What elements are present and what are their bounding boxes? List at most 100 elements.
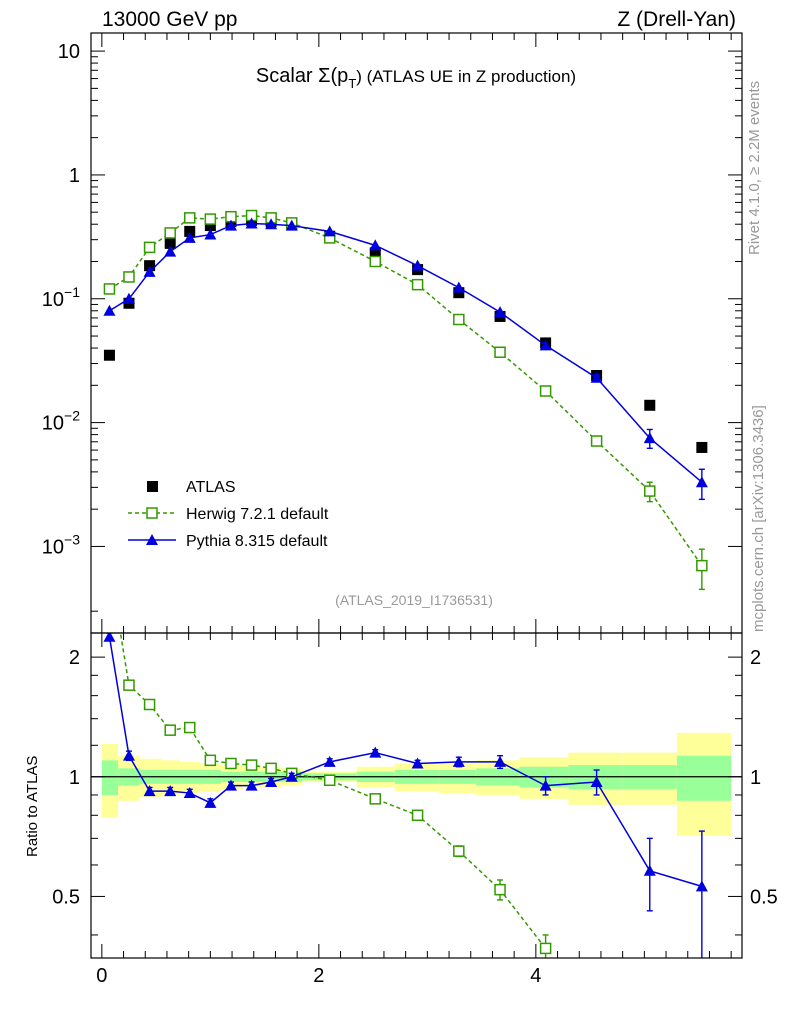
- ratio-point-pythia: [590, 776, 603, 788]
- data-point-atlas: [184, 225, 196, 237]
- data-point-atlas: [453, 287, 465, 299]
- legend-marker-atlas: [147, 481, 158, 492]
- ratio-point-pythia: [323, 755, 336, 767]
- ratio-point-herwig: [539, 942, 552, 955]
- x-tick-label: 0: [96, 965, 107, 987]
- legend-label-herwig: Herwig 7.2.1 default: [186, 506, 329, 523]
- data-point-pythia: [494, 306, 507, 318]
- ratio-point-pythia: [265, 776, 278, 788]
- y-tick-label-base: 10: [42, 536, 64, 558]
- data-point-herwig: [103, 283, 116, 295]
- data-point-herwig: [164, 227, 176, 239]
- ratio-point-pythia: [122, 749, 135, 761]
- plot-title-prefix: Scalar Σ(p: [256, 65, 348, 87]
- data-point-herwig: [453, 313, 465, 326]
- data-point-atlas: [204, 220, 216, 232]
- ratio-point-pythia: [164, 785, 177, 797]
- data-point-pythia: [323, 225, 336, 237]
- data-point-herwig: [123, 271, 135, 283]
- y-tick-label: 10−2: [42, 408, 80, 435]
- ratio-point-herwig: [265, 762, 277, 775]
- ratio-point-herwig: [411, 809, 424, 822]
- ratio-point-pythia: [695, 880, 708, 892]
- ratio-point-pythia: [143, 785, 156, 797]
- analysis-tag: (ATLAS_2019_I1736531): [335, 592, 493, 608]
- ratio-point-pythia: [204, 796, 217, 808]
- y-tick-label: 10−3: [42, 531, 80, 558]
- plot-title-suffix: ) (ATLAS UE in Z production): [356, 67, 576, 86]
- ratio-line-herwig: [119, 633, 547, 949]
- data-point-atlas: [144, 260, 156, 272]
- ratio-point-herwig: [225, 757, 237, 770]
- y-tick-label: 10: [58, 41, 80, 63]
- main-plot-area: [103, 209, 708, 591]
- energy-label: 13000 GeV pp: [102, 8, 237, 31]
- data-point-herwig: [369, 255, 382, 268]
- x-tick-label: 4: [530, 965, 541, 987]
- data-point-atlas: [164, 237, 176, 249]
- data-point-atlas: [369, 247, 381, 259]
- ratio-y-tick-label-right: 1: [750, 767, 761, 789]
- data-point-herwig: [644, 485, 656, 497]
- ratio-point-pythia: [224, 779, 237, 791]
- ratio-point-herwig: [164, 724, 176, 736]
- y-tick-label-exponent: −3: [64, 531, 80, 547]
- data-point-herwig: [204, 213, 217, 225]
- ratio-point-pythia: [411, 757, 424, 769]
- legend-label-pythia: Pythia 8.315 default: [186, 533, 328, 550]
- data-point-herwig: [590, 435, 603, 447]
- rivet-label: Rivet 4.1.0, ≥ 2.2M events: [746, 81, 763, 255]
- ratio-y-tick-label-right: 0.5: [750, 886, 778, 908]
- data-point-atlas: [103, 349, 115, 361]
- data-point-pythia: [245, 217, 258, 229]
- data-point-pythia: [265, 218, 278, 230]
- ratio-point-pythia: [452, 755, 465, 767]
- plot-title-subscript: T: [348, 76, 356, 91]
- ratio-point-pythia: [245, 779, 258, 791]
- data-point-herwig: [539, 385, 552, 397]
- ratio-plot-frame: [90, 632, 743, 959]
- plot-title: Scalar Σ(pT) (ATLAS UE in Z production): [256, 65, 576, 91]
- y-tick-label-exponent: −1: [64, 284, 80, 300]
- ratio-axes: 0.5 0.5 1 1 2 2 0 2 4: [52, 633, 778, 987]
- legend: ATLAS Herwig 7.2.1 default Pythia 8.315 …: [128, 479, 329, 550]
- data-point-pythia: [643, 432, 656, 444]
- band-inner: [676, 755, 732, 801]
- data-point-herwig: [696, 559, 708, 572]
- data-point-herwig: [183, 212, 196, 224]
- data-point-pythia: [695, 476, 708, 488]
- ratio-point-pythia: [285, 770, 298, 782]
- legend-marker-pythia: [146, 534, 158, 545]
- data-point-pythia: [285, 219, 298, 231]
- ratio-point-herwig: [204, 754, 217, 767]
- data-point-atlas: [696, 441, 708, 453]
- data-point-herwig: [494, 346, 506, 358]
- data-point-pythia: [452, 281, 465, 293]
- data-point-pythia: [369, 239, 382, 251]
- ratio-point-herwig: [494, 883, 506, 896]
- ratio-point-herwig: [245, 759, 258, 771]
- ratio-point-pythia: [103, 633, 116, 642]
- y-tick-label-exponent: −2: [64, 408, 80, 424]
- legend-marker-herwig: [146, 507, 158, 519]
- data-point-pythia: [143, 265, 156, 277]
- process-label: Z (Drell-Yan): [617, 8, 736, 31]
- y-tick-label-base: 10: [42, 289, 64, 311]
- y-tick-label-base: 1: [69, 165, 80, 187]
- ratio-ylabel: Ratio to ATLAS: [24, 756, 41, 857]
- ratio-point-herwig: [369, 793, 382, 805]
- ratio-y-tick-label-right: 2: [750, 647, 761, 669]
- ratio-point-herwig: [323, 774, 336, 787]
- y-tick-label-base: 10: [42, 413, 64, 435]
- ratio-point-pythia: [643, 864, 656, 876]
- ratio-point-pythia: [539, 779, 552, 791]
- data-point-herwig: [143, 241, 156, 254]
- data-point-pythia: [164, 245, 177, 257]
- ratio-point-herwig: [183, 721, 196, 734]
- data-point-pythia: [183, 231, 196, 243]
- ratio-point-herwig: [104, 561, 114, 571]
- legend-label-atlas: ATLAS: [186, 479, 236, 496]
- y-tick-label: 10−1: [42, 284, 80, 311]
